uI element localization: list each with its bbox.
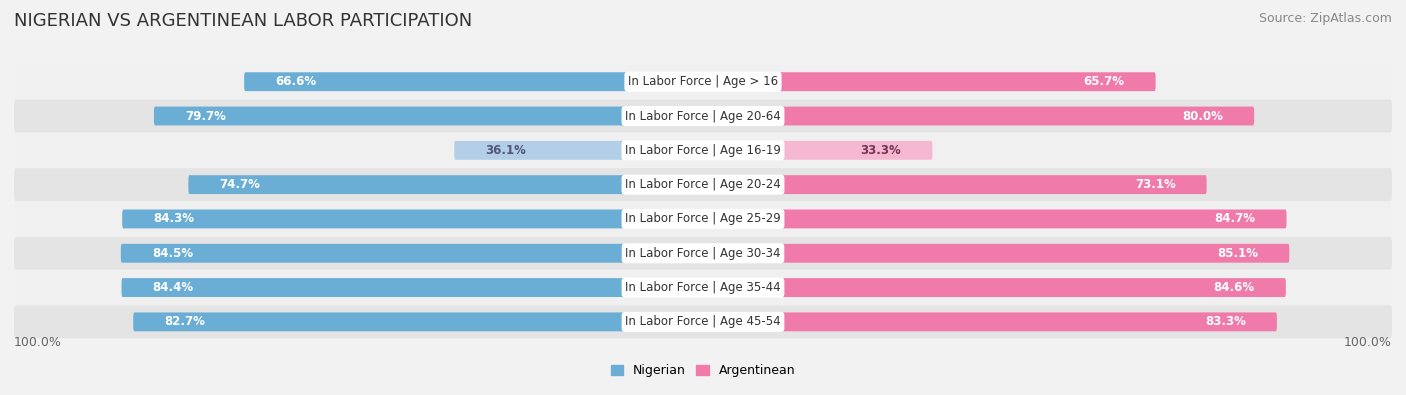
FancyBboxPatch shape <box>775 278 1286 297</box>
FancyBboxPatch shape <box>245 72 631 91</box>
Text: 82.7%: 82.7% <box>165 315 205 328</box>
Text: 100.0%: 100.0% <box>14 336 62 349</box>
Text: 84.4%: 84.4% <box>152 281 194 294</box>
Text: 84.7%: 84.7% <box>1215 213 1256 226</box>
FancyBboxPatch shape <box>775 312 1277 331</box>
FancyBboxPatch shape <box>775 107 1254 126</box>
Text: Source: ZipAtlas.com: Source: ZipAtlas.com <box>1258 12 1392 25</box>
Text: 84.3%: 84.3% <box>153 213 194 226</box>
Text: In Labor Force | Age 45-54: In Labor Force | Age 45-54 <box>626 315 780 328</box>
Text: 74.7%: 74.7% <box>219 178 260 191</box>
Text: In Labor Force | Age 30-34: In Labor Force | Age 30-34 <box>626 247 780 260</box>
Text: 33.3%: 33.3% <box>860 144 901 157</box>
FancyBboxPatch shape <box>14 65 1392 98</box>
FancyBboxPatch shape <box>14 100 1392 132</box>
FancyBboxPatch shape <box>775 175 1206 194</box>
FancyBboxPatch shape <box>775 244 1289 263</box>
FancyBboxPatch shape <box>188 175 631 194</box>
FancyBboxPatch shape <box>775 209 1286 228</box>
FancyBboxPatch shape <box>14 271 1392 304</box>
FancyBboxPatch shape <box>775 141 932 160</box>
FancyBboxPatch shape <box>14 134 1392 167</box>
FancyBboxPatch shape <box>121 244 631 263</box>
FancyBboxPatch shape <box>153 107 631 126</box>
Text: In Labor Force | Age 16-19: In Labor Force | Age 16-19 <box>626 144 780 157</box>
FancyBboxPatch shape <box>775 72 1156 91</box>
FancyBboxPatch shape <box>14 237 1392 270</box>
Text: 73.1%: 73.1% <box>1135 178 1175 191</box>
Text: 83.3%: 83.3% <box>1205 315 1246 328</box>
FancyBboxPatch shape <box>14 203 1392 235</box>
Text: NIGERIAN VS ARGENTINEAN LABOR PARTICIPATION: NIGERIAN VS ARGENTINEAN LABOR PARTICIPAT… <box>14 12 472 30</box>
Text: 79.7%: 79.7% <box>186 109 226 122</box>
Text: 85.1%: 85.1% <box>1218 247 1258 260</box>
Text: In Labor Force | Age 20-24: In Labor Force | Age 20-24 <box>626 178 780 191</box>
FancyBboxPatch shape <box>14 305 1392 339</box>
FancyBboxPatch shape <box>454 141 631 160</box>
FancyBboxPatch shape <box>122 209 631 228</box>
Text: 66.6%: 66.6% <box>276 75 316 88</box>
Text: 84.5%: 84.5% <box>152 247 193 260</box>
FancyBboxPatch shape <box>121 278 631 297</box>
Legend: Nigerian, Argentinean: Nigerian, Argentinean <box>610 364 796 377</box>
Text: In Labor Force | Age 20-64: In Labor Force | Age 20-64 <box>626 109 780 122</box>
Text: In Labor Force | Age 35-44: In Labor Force | Age 35-44 <box>626 281 780 294</box>
Text: 80.0%: 80.0% <box>1182 109 1223 122</box>
Text: 84.6%: 84.6% <box>1213 281 1254 294</box>
Text: In Labor Force | Age 25-29: In Labor Force | Age 25-29 <box>626 213 780 226</box>
Text: 36.1%: 36.1% <box>485 144 526 157</box>
FancyBboxPatch shape <box>134 312 631 331</box>
Text: 100.0%: 100.0% <box>1344 336 1392 349</box>
Text: 65.7%: 65.7% <box>1084 75 1125 88</box>
Text: In Labor Force | Age > 16: In Labor Force | Age > 16 <box>628 75 778 88</box>
FancyBboxPatch shape <box>14 168 1392 201</box>
